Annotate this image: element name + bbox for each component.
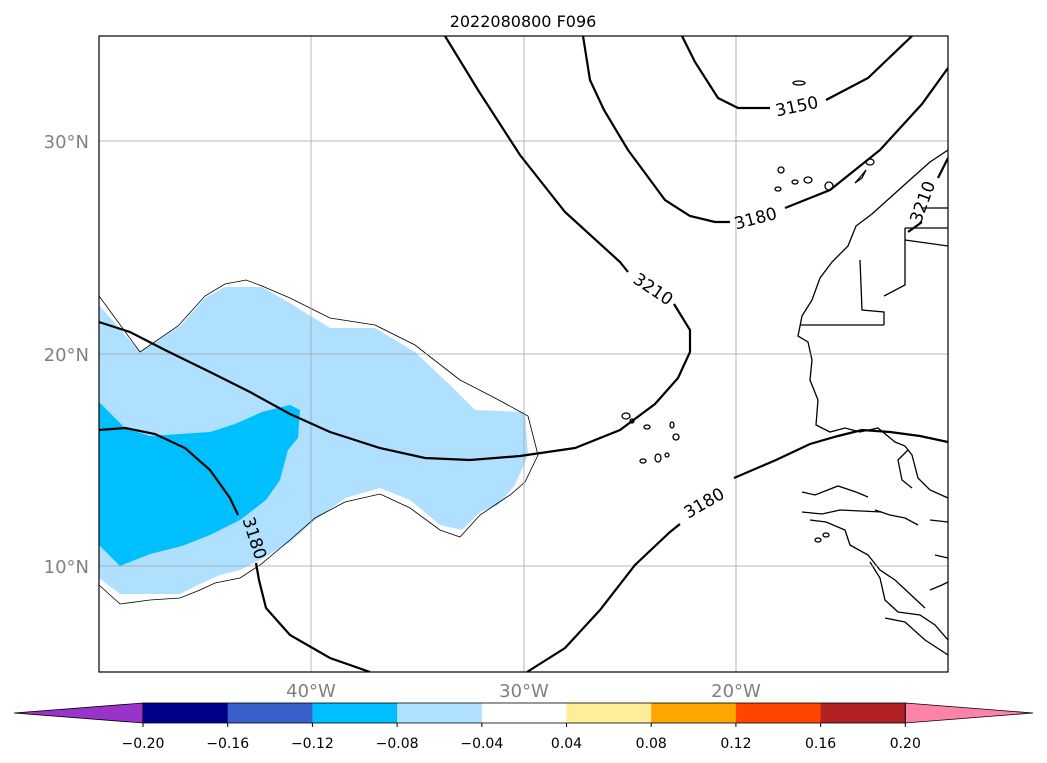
contour-label-3150: 3150 — [774, 93, 820, 122]
contour-label-3210-east: 3210 — [907, 179, 941, 226]
colorbar-tick-label: −0.16 — [206, 736, 249, 752]
colorbar-tick-label: 0.20 — [890, 736, 921, 752]
colorbar-tick-label: −0.12 — [291, 736, 334, 752]
contour-3180-north — [581, 36, 948, 224]
contour-label-3180-south: 3180 — [681, 484, 728, 523]
longitude-labels: 40°W 30°W 20°W — [286, 681, 761, 702]
shading-deep-sky-blue — [99, 402, 300, 566]
colorbar-frame — [142, 702, 906, 724]
contour-3210-east — [907, 157, 948, 233]
colorbar-tick-label: 0.16 — [805, 736, 836, 752]
lat-label-20n: 20°N — [44, 345, 89, 366]
map-title: 2022080800 F096 — [450, 12, 597, 31]
colorbar-segment — [820, 703, 906, 723]
map-area: 3150 3180 3210 3180 3180 3210 — [99, 36, 948, 672]
colorbar-segment — [481, 703, 567, 723]
colorbar: −0.20 −0.16 −0.12 −0.08 −0.04 0.04 0.08 0.12 0.1… — [13, 702, 1034, 752]
colorbar-extend-low — [13, 702, 144, 724]
colorbar-tick-label: 0.08 — [636, 736, 667, 752]
contour-3150 — [681, 36, 913, 110]
lon-label-40w: 40°W — [286, 681, 336, 702]
colorbar-segment — [566, 703, 652, 723]
lat-label-10n: 10°N — [44, 557, 89, 578]
colorbar-segment — [143, 703, 229, 723]
lon-label-30w: 30°W — [499, 681, 549, 702]
thin-contour — [99, 279, 539, 605]
colorbar-tick-label: 0.12 — [720, 736, 751, 752]
colorbar-tick-label: −0.08 — [376, 736, 419, 752]
colorbar-segment — [312, 703, 398, 723]
contour-label-3210-west: 3210 — [629, 269, 676, 310]
lat-label-30n: 30°N — [44, 132, 89, 153]
lon-label-20w: 20°W — [711, 681, 761, 702]
latitude-labels: 30°N 20°N 10°N — [44, 132, 89, 578]
colorbar-tick-label: −0.20 — [122, 736, 165, 752]
contour-label-3180-north: 3180 — [732, 204, 779, 235]
contour-3210-west — [99, 36, 692, 462]
coastline-africa — [797, 149, 948, 656]
map-frame — [98, 35, 949, 673]
colorbar-segment — [227, 703, 313, 723]
gridlines — [99, 36, 948, 672]
colorbar-tick-label: −0.04 — [460, 736, 503, 752]
height-contours — [99, 36, 948, 672]
colorbar-segment — [735, 703, 822, 723]
colorbar-segment — [397, 703, 483, 723]
contour-3180-south — [526, 428, 948, 672]
colorbar-extend-high — [904, 702, 1034, 724]
colorbar-tick-label: 0.04 — [551, 736, 582, 752]
contour-3180-southwest — [99, 426, 371, 672]
colorbar-segment — [651, 703, 737, 723]
